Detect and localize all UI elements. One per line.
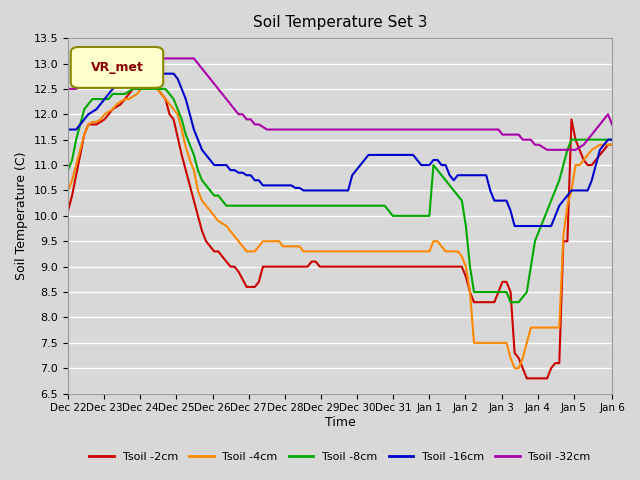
Legend: Tsoil -2cm, Tsoil -4cm, Tsoil -8cm, Tsoil -16cm, Tsoil -32cm: Tsoil -2cm, Tsoil -4cm, Tsoil -8cm, Tsoi… bbox=[85, 447, 595, 466]
Tsoil -32cm bbox=[458, 127, 466, 132]
Tsoil -32cm bbox=[157, 56, 165, 61]
X-axis label: Time: Time bbox=[324, 416, 355, 429]
Tsoil -8cm bbox=[356, 203, 364, 209]
Tsoil -16cm bbox=[377, 152, 385, 158]
Tsoil -8cm bbox=[608, 137, 616, 143]
Line: Tsoil -4cm: Tsoil -4cm bbox=[68, 89, 612, 368]
Tsoil -2cm bbox=[543, 375, 551, 381]
Tsoil -2cm bbox=[64, 208, 72, 214]
Tsoil -4cm bbox=[64, 188, 72, 193]
Tsoil -32cm bbox=[580, 142, 588, 148]
Tsoil -2cm bbox=[523, 375, 531, 381]
Tsoil -8cm bbox=[543, 208, 551, 214]
Tsoil -16cm bbox=[543, 223, 551, 229]
Tsoil -16cm bbox=[141, 71, 149, 76]
Tsoil -4cm bbox=[608, 142, 616, 148]
Tsoil -4cm bbox=[377, 249, 385, 254]
Tsoil -32cm bbox=[64, 86, 72, 92]
Tsoil -4cm bbox=[458, 253, 466, 259]
Line: Tsoil -32cm: Tsoil -32cm bbox=[68, 59, 612, 150]
Tsoil -16cm bbox=[580, 188, 588, 193]
Tsoil -4cm bbox=[137, 86, 145, 92]
Tsoil -8cm bbox=[507, 300, 515, 305]
Tsoil -8cm bbox=[64, 167, 72, 173]
Tsoil -32cm bbox=[608, 121, 616, 127]
Tsoil -16cm bbox=[356, 162, 364, 168]
Tsoil -8cm bbox=[377, 203, 385, 209]
Tsoil -8cm bbox=[458, 198, 466, 204]
Line: Tsoil -2cm: Tsoil -2cm bbox=[68, 84, 612, 378]
Tsoil -2cm bbox=[608, 142, 616, 148]
Line: Tsoil -8cm: Tsoil -8cm bbox=[68, 89, 612, 302]
Tsoil -4cm bbox=[580, 157, 588, 163]
Tsoil -32cm bbox=[356, 127, 364, 132]
Tsoil -16cm bbox=[608, 137, 616, 143]
Tsoil -2cm bbox=[458, 264, 466, 269]
Tsoil -4cm bbox=[511, 365, 518, 371]
Tsoil -32cm bbox=[543, 147, 551, 153]
Tsoil -16cm bbox=[64, 127, 72, 132]
Tsoil -8cm bbox=[580, 137, 588, 143]
Tsoil -4cm bbox=[356, 249, 364, 254]
Tsoil -32cm bbox=[377, 127, 385, 132]
Tsoil -4cm bbox=[194, 188, 202, 193]
Text: VR_met: VR_met bbox=[90, 61, 143, 74]
Tsoil -8cm bbox=[194, 167, 202, 173]
Tsoil -2cm bbox=[356, 264, 364, 269]
Tsoil -16cm bbox=[511, 223, 518, 229]
Tsoil -8cm bbox=[129, 86, 137, 92]
Tsoil -2cm bbox=[580, 157, 588, 163]
Y-axis label: Soil Temperature (C): Soil Temperature (C) bbox=[15, 152, 28, 280]
Tsoil -16cm bbox=[194, 137, 202, 143]
FancyBboxPatch shape bbox=[71, 47, 163, 88]
Tsoil -2cm bbox=[145, 81, 153, 87]
Tsoil -2cm bbox=[194, 213, 202, 219]
Line: Tsoil -16cm: Tsoil -16cm bbox=[68, 73, 612, 226]
Tsoil -32cm bbox=[540, 144, 547, 150]
Title: Soil Temperature Set 3: Soil Temperature Set 3 bbox=[253, 15, 428, 30]
Tsoil -32cm bbox=[194, 60, 202, 66]
Tsoil -16cm bbox=[458, 172, 466, 178]
Tsoil -4cm bbox=[543, 324, 551, 330]
Tsoil -2cm bbox=[377, 264, 385, 269]
